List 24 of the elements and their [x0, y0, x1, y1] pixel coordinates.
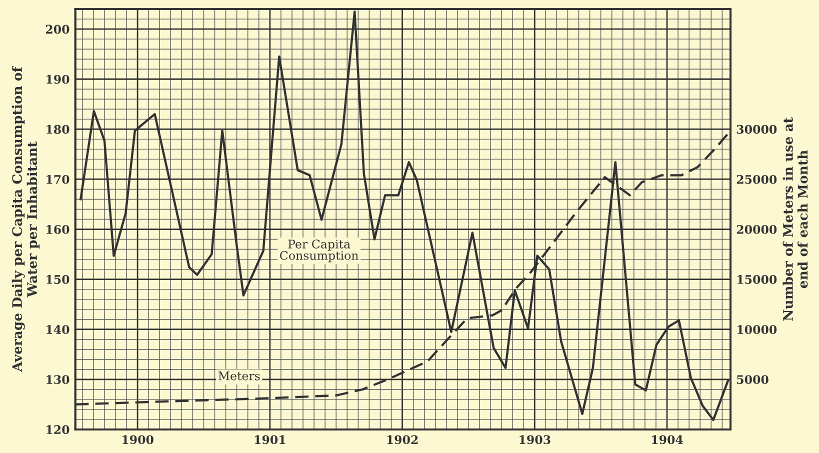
y-tick-label: 150	[46, 275, 70, 284]
y-tick-label: 140	[46, 325, 70, 334]
y-tick-label: 130	[46, 375, 70, 384]
y2-axis-title: Number of Meters in use at end of each Month	[782, 117, 808, 321]
y2-tick-label: 10000	[738, 325, 777, 334]
y-tick-label: 200	[46, 24, 70, 34]
y2-tick-label: 5000	[737, 375, 768, 384]
y2-tick-label: 30000	[736, 124, 777, 134]
y-tick-label: 120	[46, 425, 70, 434]
y2-tick-label: 15000	[738, 275, 777, 284]
y-axis-title: Average Daily per Capita Consumption of Water per Inhabitant	[12, 66, 40, 372]
x-tick-label: 1901	[254, 435, 286, 444]
y2-tick-label: 25000	[736, 174, 777, 184]
x-tick-label: 1902	[387, 435, 418, 444]
y-tick-label: 180	[46, 124, 70, 134]
y-tick-label: 190	[46, 74, 70, 84]
x-tick-label: 1903	[520, 435, 550, 444]
x-tick-label: 1900	[122, 435, 154, 444]
series-label: Meters	[218, 372, 260, 380]
y-tick-label: 170	[46, 174, 70, 184]
series-label: Per Capita Consumption	[280, 240, 358, 262]
y-tick-label: 160	[46, 224, 70, 234]
x-tick-label: 1904	[652, 435, 683, 444]
y2-tick-label: 20000	[736, 224, 777, 234]
